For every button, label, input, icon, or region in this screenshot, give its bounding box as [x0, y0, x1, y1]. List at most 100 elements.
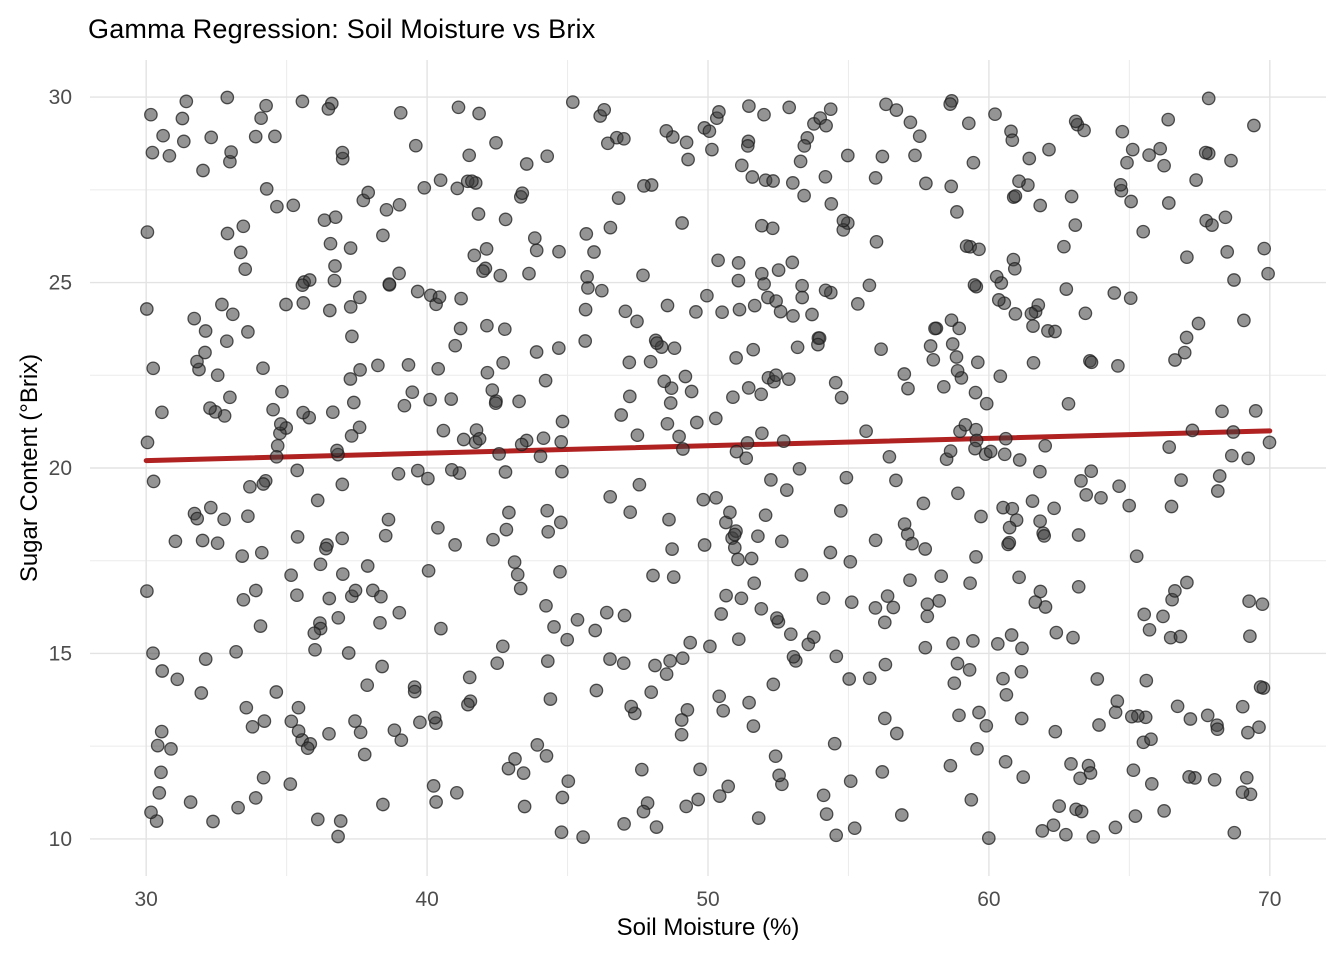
scatter-point	[680, 703, 695, 717]
scatter-point	[461, 697, 475, 712]
scatter-point	[140, 225, 155, 239]
scatter-point	[790, 340, 805, 355]
scatter-point	[862, 278, 877, 293]
scatter-point	[183, 795, 198, 809]
scatter-point	[1241, 451, 1256, 466]
scatter-point	[624, 699, 639, 714]
scatter-point	[217, 512, 231, 527]
scatter-point	[480, 365, 495, 380]
scatter-point	[444, 462, 459, 477]
scatter-point	[405, 385, 420, 400]
scatter-point	[964, 792, 979, 807]
scatter-point	[1048, 324, 1062, 339]
scatter-point	[594, 283, 609, 298]
scatter-point	[476, 264, 490, 278]
scatter-point	[949, 350, 964, 364]
scatter-point	[1218, 210, 1233, 225]
scatter-point	[991, 293, 1006, 307]
scatter-point	[740, 139, 755, 153]
scatter-point	[611, 191, 626, 205]
scatter-point	[514, 437, 529, 452]
scatter-point	[241, 509, 255, 524]
scatter-point	[712, 105, 726, 119]
scatter-point	[423, 392, 437, 407]
scatter-point	[352, 420, 367, 435]
scatter-point	[465, 174, 479, 189]
scatter-point	[1189, 173, 1203, 187]
scatter-point	[1226, 425, 1241, 439]
scatter-point	[541, 524, 556, 539]
scatter-point	[431, 520, 445, 535]
scatter-point	[1224, 153, 1238, 168]
scatter-point	[225, 307, 240, 322]
scatter-point	[879, 97, 893, 112]
scatter-point	[689, 415, 704, 430]
scatter-point	[950, 656, 965, 671]
scatter-point	[772, 768, 786, 783]
scatter-point	[1078, 306, 1093, 321]
scatter-point	[1112, 479, 1126, 494]
scatter-point	[162, 148, 177, 163]
scatter-point	[236, 219, 251, 234]
scatter-point	[1156, 609, 1170, 624]
scatter-point	[1142, 622, 1157, 637]
scatter-point	[499, 522, 514, 537]
scatter-point	[714, 607, 729, 621]
scatter-point	[323, 236, 338, 251]
scatter-point	[231, 800, 245, 815]
scatter-point	[508, 752, 522, 766]
scatter-point	[538, 373, 553, 388]
scatter-point	[741, 381, 756, 395]
scatter-point	[456, 432, 471, 447]
scatter-point	[944, 313, 959, 328]
scatter-point	[740, 436, 755, 450]
scatter-point	[539, 598, 553, 613]
scatter-point	[215, 297, 229, 312]
scatter-point	[448, 338, 463, 353]
scatter-point	[1037, 529, 1052, 543]
scatter-point	[269, 685, 284, 699]
scatter-point	[703, 639, 717, 654]
scatter-point	[998, 754, 1013, 769]
scatter-point	[785, 255, 800, 270]
scatter-point	[637, 179, 651, 193]
scatter-point	[290, 588, 304, 603]
scatter-point	[376, 797, 390, 812]
scatter-point	[283, 777, 298, 791]
scatter-point	[140, 584, 154, 598]
scatter-point	[327, 273, 342, 288]
scatter-point	[970, 741, 984, 756]
scatter-point	[751, 811, 766, 825]
scatter-point	[1255, 597, 1270, 612]
scatter-point	[1243, 629, 1257, 644]
scatter-point	[248, 129, 263, 144]
scatter-point	[997, 447, 1012, 462]
scatter-point	[140, 435, 155, 450]
scatter-point	[747, 576, 762, 591]
scatter-point	[448, 538, 462, 552]
scatter-point	[1107, 286, 1122, 300]
scatter-point	[773, 304, 788, 319]
scatter-point	[1033, 514, 1047, 529]
scatter-point	[335, 567, 350, 581]
scatter-point	[1191, 316, 1206, 331]
scatter-point	[1168, 584, 1182, 598]
scatter-point	[335, 145, 350, 160]
scatter-point	[1014, 711, 1029, 726]
scatter-point	[256, 361, 270, 376]
scatter-point	[257, 714, 272, 728]
scatter-point	[331, 829, 345, 844]
scatter-point	[1113, 177, 1128, 192]
scatter-point	[498, 465, 513, 479]
scatter-point	[1012, 570, 1026, 585]
scatter-point	[636, 268, 650, 283]
scatter-point	[1227, 825, 1242, 840]
scatter-point	[943, 97, 958, 111]
scatter-point	[413, 715, 427, 730]
scatter-point	[1125, 142, 1140, 157]
scatter-point	[797, 188, 811, 203]
x-tick-label: 70	[1258, 888, 1281, 911]
scatter-point	[674, 727, 689, 742]
scatter-point	[530, 738, 545, 752]
